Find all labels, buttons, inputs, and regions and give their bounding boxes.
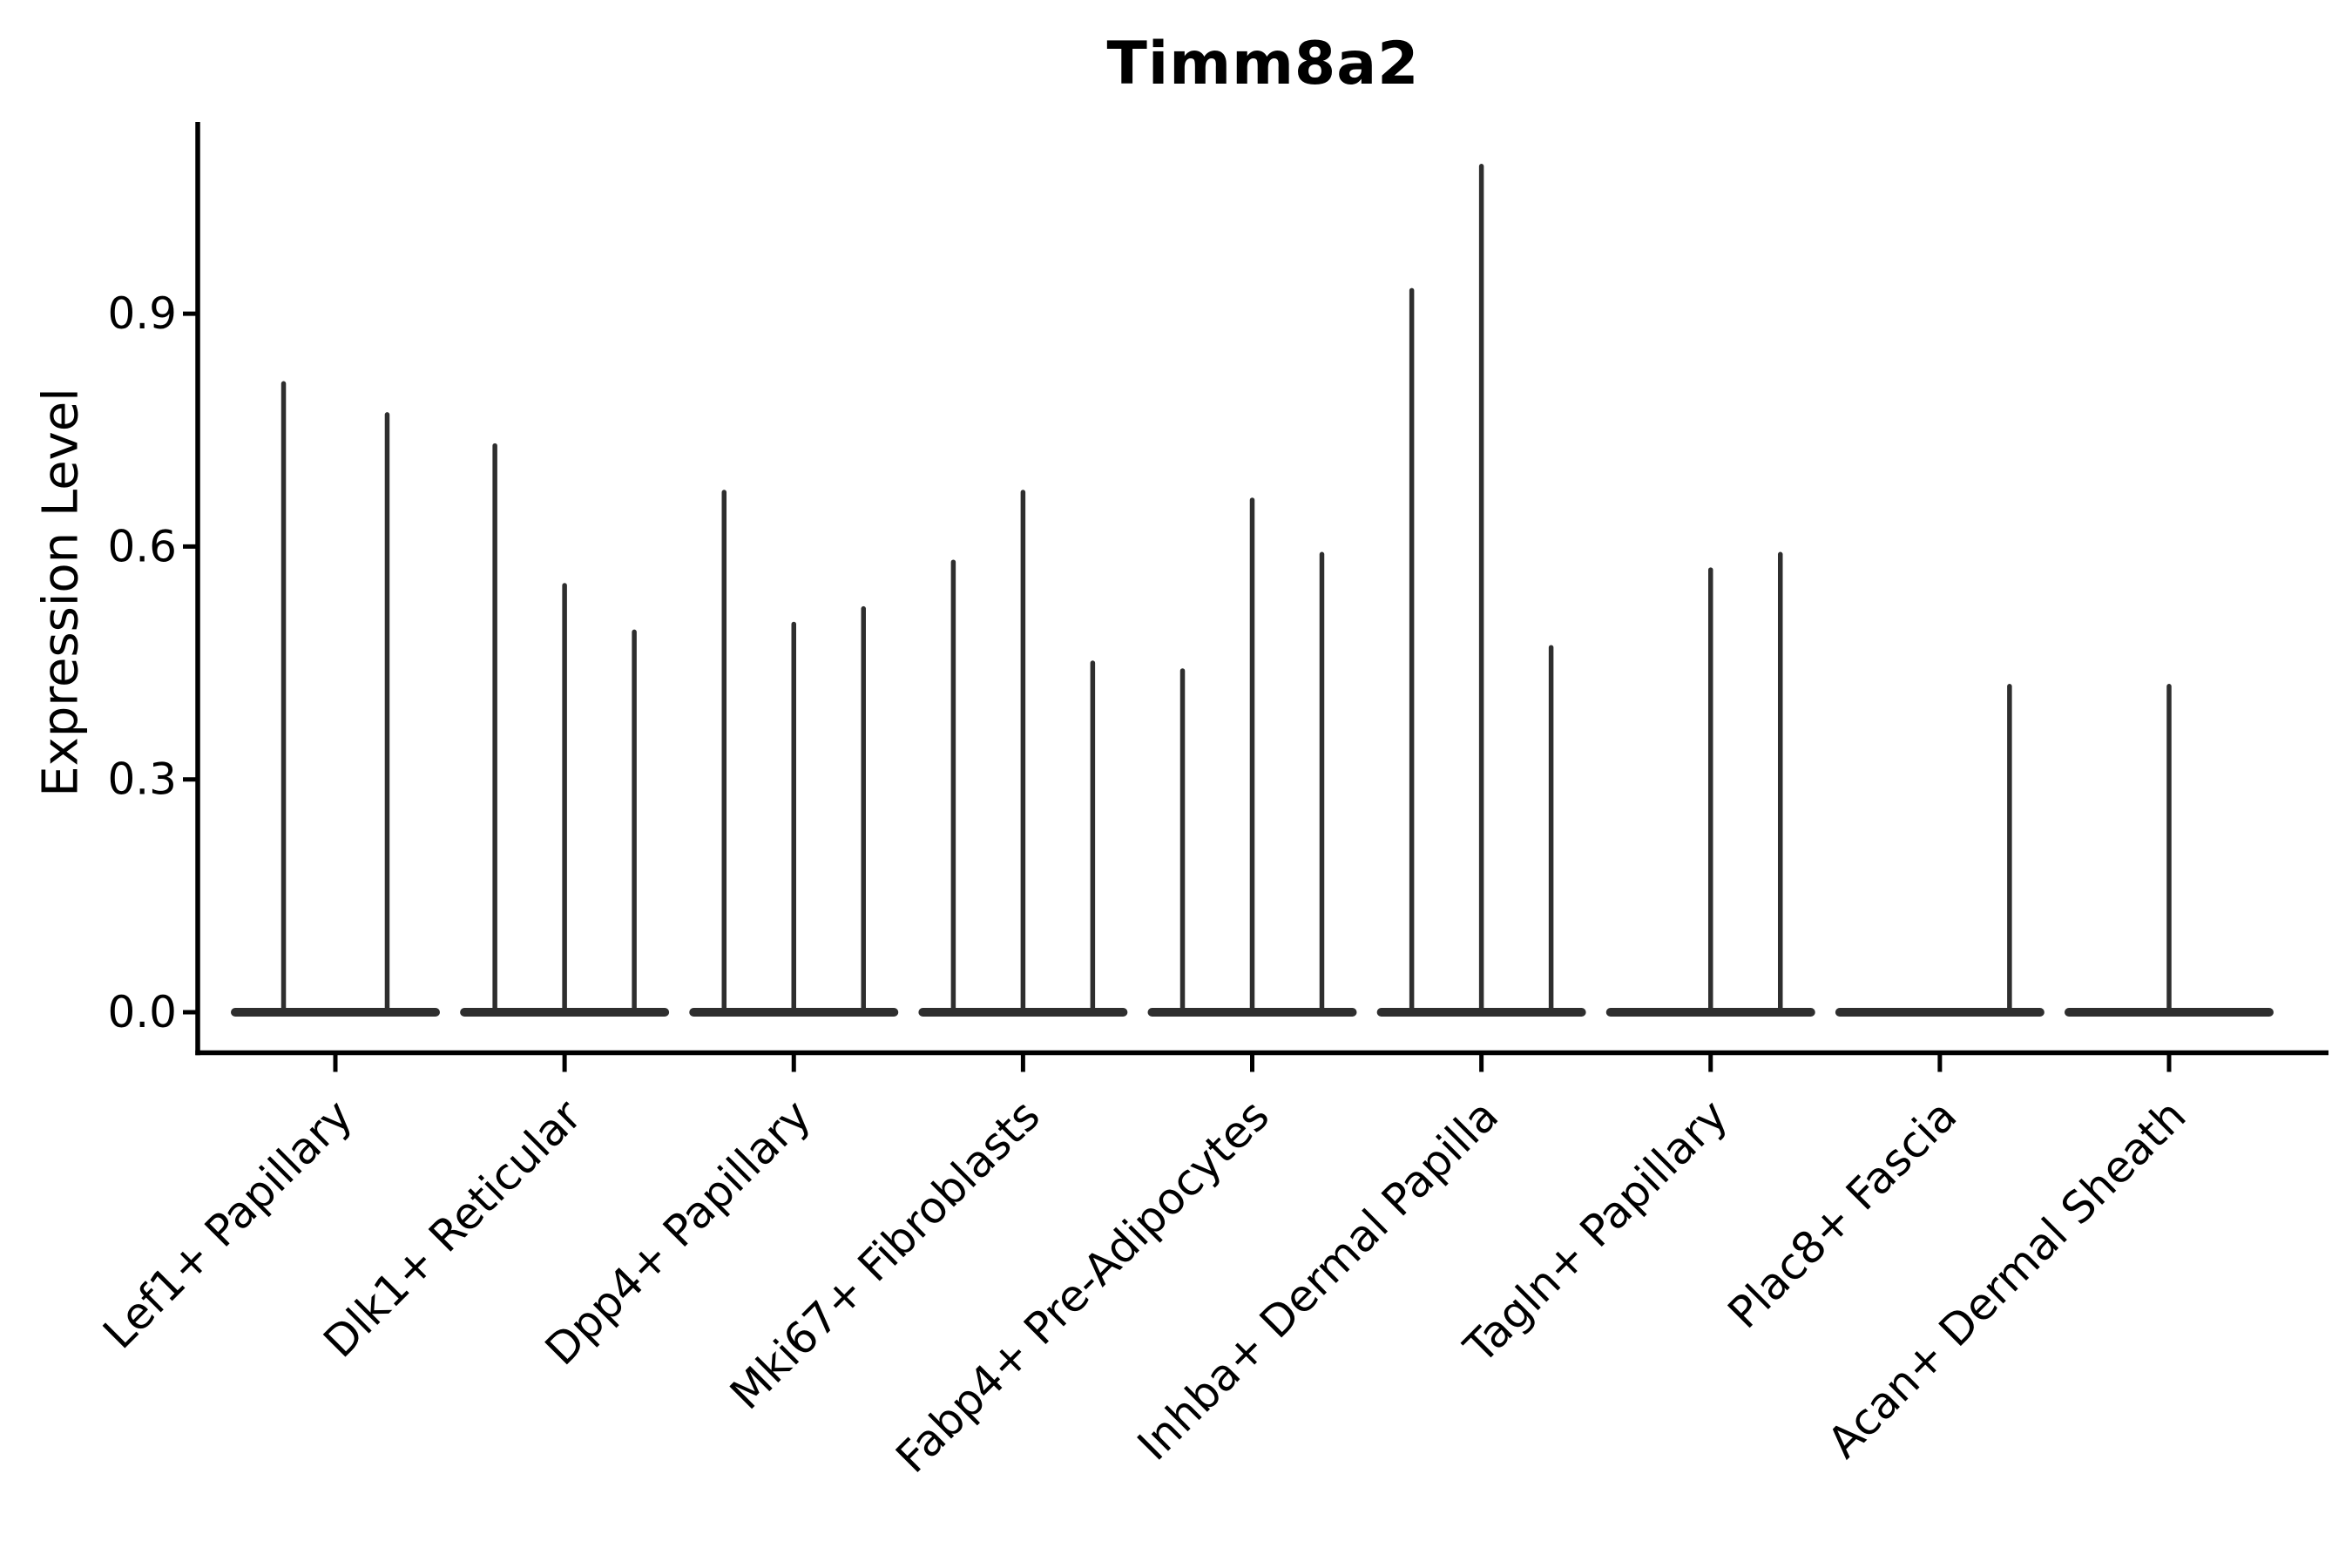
violin-base — [231, 1008, 440, 1017]
page-title: Timm8a2 — [1106, 30, 1420, 98]
x-tick-label: Lef1+ Papillary — [93, 1090, 362, 1358]
y-tick-label: 0.0 — [107, 987, 177, 1037]
x-tick-label: Fabp4+ Pre-Adipocytes — [886, 1090, 1279, 1483]
y-tick-label: 0.9 — [107, 288, 177, 339]
y-tick-label: 0.6 — [107, 521, 177, 571]
y-axis-label: Expression Level — [32, 388, 90, 797]
violin-base — [1835, 1008, 2044, 1017]
x-tick-label: Plac8+ Fascia — [1719, 1090, 1967, 1338]
y-tick-label: 0.3 — [107, 754, 177, 805]
